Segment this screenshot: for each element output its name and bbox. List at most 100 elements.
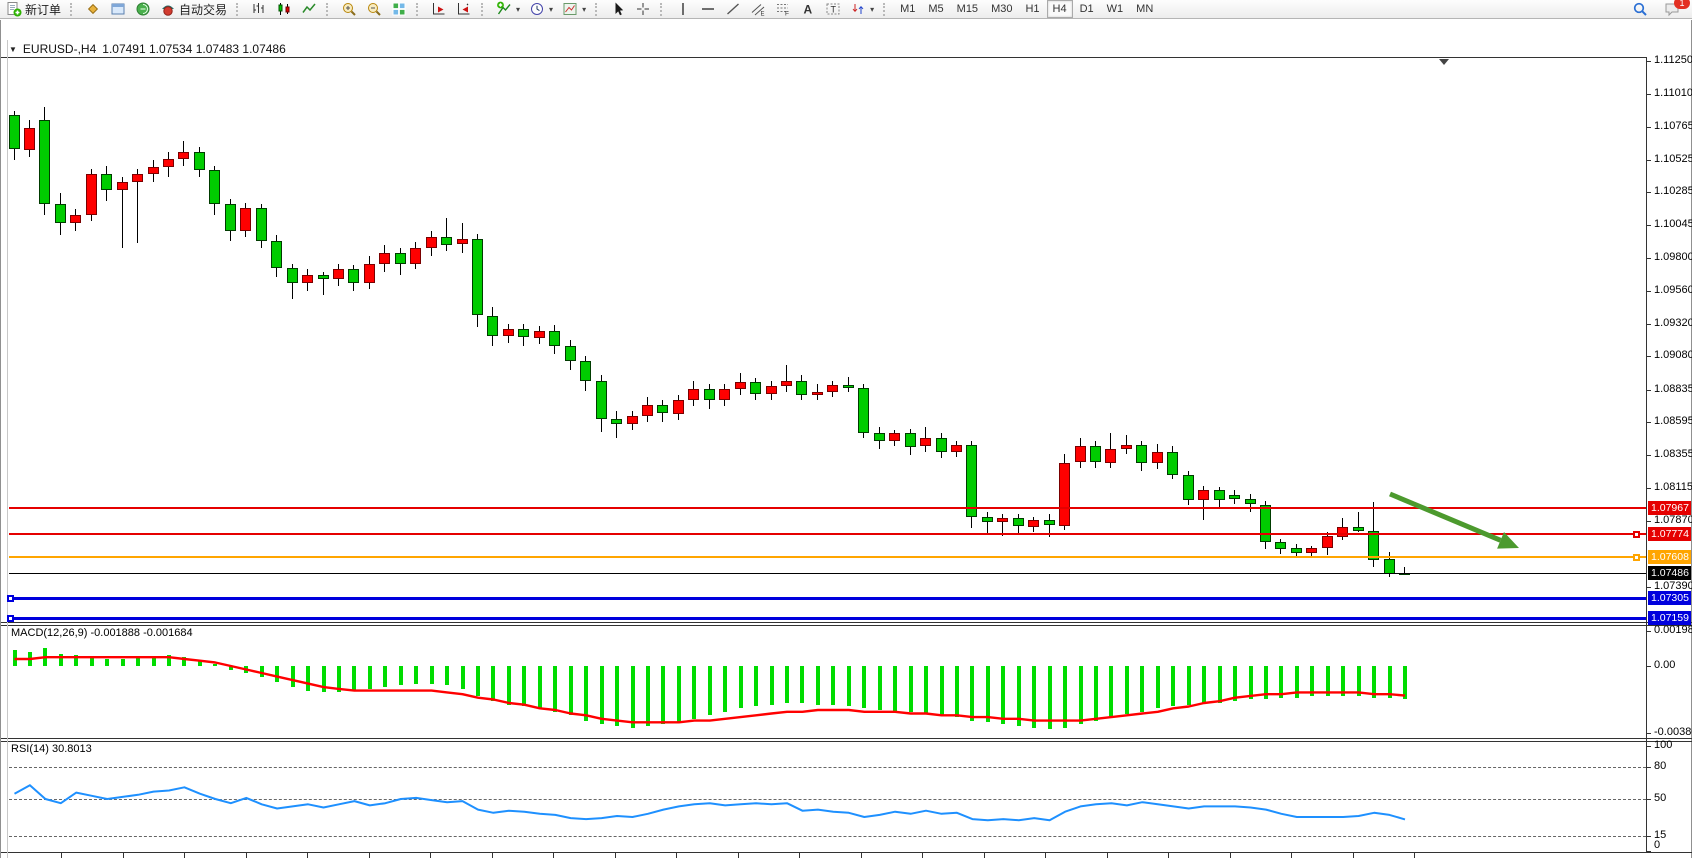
candle bbox=[1368, 531, 1379, 560]
support-line-blue-1-handle[interactable] bbox=[7, 595, 14, 602]
price-tick-label: 1.09320 bbox=[1654, 317, 1692, 329]
chart-candles-button[interactable] bbox=[272, 0, 296, 19]
support-line-blue-2-handle[interactable] bbox=[7, 615, 14, 622]
horizontal-line-button[interactable] bbox=[696, 0, 720, 19]
macd-axis-label: -0.003804 bbox=[1654, 726, 1692, 738]
tile-windows-button[interactable] bbox=[387, 0, 411, 19]
panel-separator[interactable] bbox=[1, 625, 1692, 626]
tf-mn-button[interactable]: MN bbox=[1136, 3, 1154, 15]
macd-histogram-bar bbox=[940, 666, 944, 715]
new-order-label: 新订单 bbox=[25, 2, 62, 17]
chart-candles-icon bbox=[276, 1, 292, 17]
macd-histogram-bar bbox=[661, 666, 665, 724]
tf-m15-button[interactable]: M15 bbox=[956, 3, 979, 15]
macd-histogram-bar bbox=[59, 654, 63, 666]
candle bbox=[704, 389, 715, 400]
candle bbox=[225, 204, 236, 231]
add-indicator-dropdown-icon[interactable]: ▾ bbox=[516, 4, 521, 14]
time-tick bbox=[369, 853, 370, 858]
macd-histogram-bar bbox=[90, 657, 94, 666]
auto-trading-button[interactable]: 自动交易 bbox=[156, 0, 231, 19]
new-order-button[interactable]: 新订单 bbox=[2, 0, 65, 19]
support-line-orange[interactable] bbox=[9, 556, 1646, 558]
tf-h1-button[interactable]: H1 bbox=[1025, 3, 1040, 15]
tf-h4-button[interactable]: H4 bbox=[1046, 0, 1073, 18]
tf-d1-button[interactable]: D1 bbox=[1079, 3, 1094, 15]
auto-scroll-button[interactable] bbox=[427, 0, 451, 19]
macd-histogram-bar bbox=[1032, 666, 1036, 728]
price-tick bbox=[1646, 422, 1651, 423]
candle-wick bbox=[987, 512, 988, 534]
svg-text:E: E bbox=[761, 12, 765, 18]
chart-shift-marker[interactable] bbox=[1439, 59, 1449, 65]
macd-histogram-bar bbox=[337, 666, 341, 692]
resistance-line-2[interactable] bbox=[9, 533, 1646, 535]
zoom-out-button[interactable] bbox=[362, 0, 386, 19]
candle bbox=[1322, 536, 1333, 548]
periods-button[interactable]: ▾ bbox=[525, 0, 557, 19]
chart-shift-button[interactable] bbox=[452, 0, 476, 19]
chat-button[interactable]: 1 bbox=[1660, 0, 1690, 19]
candle bbox=[287, 268, 298, 283]
equidistant-channel-button[interactable]: E bbox=[746, 0, 770, 19]
tf-w1-button[interactable]: W1 bbox=[1106, 3, 1124, 15]
time-tick bbox=[738, 853, 739, 858]
templates-button[interactable]: ▾ bbox=[558, 0, 590, 19]
data-window-button[interactable] bbox=[106, 0, 130, 19]
tf-m30-button[interactable]: M30 bbox=[991, 3, 1013, 15]
macd-histogram-bar bbox=[646, 666, 650, 726]
price-tick bbox=[1646, 390, 1651, 391]
market-watch-button[interactable] bbox=[81, 0, 105, 19]
panel-separator[interactable] bbox=[1, 738, 1692, 739]
support-line-blue-2-price-badge: 1.07159 bbox=[1648, 611, 1691, 625]
trendline-button[interactable] bbox=[721, 0, 745, 19]
resistance-line-1[interactable] bbox=[9, 507, 1646, 509]
chart-bars-button[interactable] bbox=[247, 0, 271, 19]
resistance-line-2-price-badge: 1.07774 bbox=[1648, 527, 1691, 541]
candle bbox=[333, 269, 344, 279]
macd-histogram-bar bbox=[74, 655, 78, 666]
periods-dropdown-icon[interactable]: ▾ bbox=[549, 4, 554, 14]
toolbar-separator bbox=[236, 2, 242, 16]
price-tick bbox=[1646, 324, 1651, 325]
fibonacci-button[interactable]: F bbox=[771, 0, 795, 19]
chart-shift-icon bbox=[456, 1, 472, 17]
crosshair-button[interactable] bbox=[631, 0, 655, 19]
arrows-dropdown-icon[interactable]: ▾ bbox=[870, 4, 875, 14]
templates-dropdown-icon[interactable]: ▾ bbox=[582, 4, 587, 14]
support-line-blue-2[interactable] bbox=[9, 617, 1646, 620]
vertical-line-button[interactable] bbox=[671, 0, 695, 19]
macd-histogram-bar bbox=[1357, 666, 1361, 696]
candle bbox=[843, 385, 854, 388]
text-label-button[interactable]: T bbox=[821, 0, 845, 19]
arrows-button[interactable]: ▾ bbox=[846, 0, 878, 19]
macd-histogram-bar bbox=[13, 650, 17, 666]
zoom-in-button[interactable] bbox=[337, 0, 361, 19]
candle bbox=[565, 346, 576, 361]
candle bbox=[9, 115, 20, 149]
candle bbox=[379, 253, 390, 264]
chart-bars-icon bbox=[251, 1, 267, 17]
candle bbox=[905, 433, 916, 447]
candle bbox=[395, 253, 406, 264]
chart-line-button[interactable] bbox=[297, 0, 321, 19]
market-watch-icon bbox=[85, 1, 101, 17]
navigator-button[interactable] bbox=[131, 0, 155, 19]
macd-histogram-bar bbox=[538, 666, 542, 708]
tf-m5-button[interactable]: M5 bbox=[928, 3, 944, 15]
time-tick bbox=[1414, 853, 1415, 858]
add-indicator-button[interactable]: ▾ bbox=[492, 0, 524, 19]
tf-m1-button[interactable]: M1 bbox=[900, 3, 916, 15]
support-line-blue-1[interactable] bbox=[9, 597, 1646, 600]
panel-separator[interactable] bbox=[1, 741, 1692, 742]
macd-histogram-bar bbox=[909, 666, 913, 712]
resistance-line-2-handle[interactable] bbox=[1633, 531, 1640, 538]
cursor-button[interactable] bbox=[606, 0, 630, 19]
text-button[interactable]: A bbox=[796, 0, 820, 19]
search-button[interactable] bbox=[1628, 0, 1652, 19]
collapse-icon[interactable]: ▼ bbox=[9, 44, 17, 54]
rsi-level-line bbox=[9, 799, 1646, 800]
support-line-orange-handle[interactable] bbox=[1633, 554, 1640, 561]
macd-histogram-bar bbox=[970, 666, 974, 721]
panel-separator[interactable] bbox=[1, 622, 1692, 623]
